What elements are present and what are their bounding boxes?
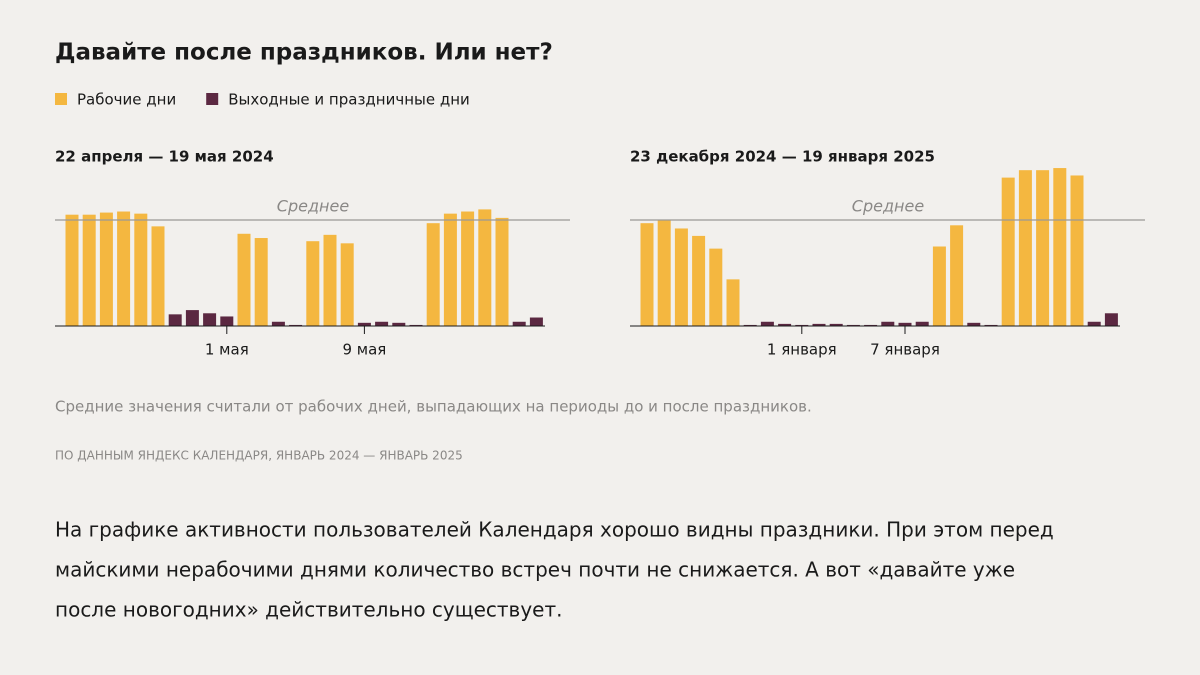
bar (529, 317, 543, 326)
bar (357, 322, 371, 326)
bar (915, 321, 929, 326)
bar (674, 228, 688, 326)
bar (323, 234, 337, 326)
chart-title: 22 апреля — 19 мая 2024 (55, 148, 274, 166)
bar (657, 220, 671, 326)
bar (478, 209, 492, 326)
bar (461, 211, 475, 326)
mean-label: Среднее (852, 197, 925, 216)
bar (392, 322, 406, 326)
x-tick-label: 1 мая (205, 341, 249, 359)
bar (306, 241, 320, 326)
bar (1087, 321, 1101, 326)
bar (151, 226, 165, 326)
bar (220, 316, 234, 326)
bar (1036, 170, 1050, 326)
bar (134, 213, 148, 326)
bar (185, 310, 199, 326)
legend-label: Выходные и праздничные дни (228, 91, 470, 109)
mean-label: Среднее (277, 197, 350, 216)
chart-title: 23 декабря 2024 — 19 января 2025 (630, 148, 935, 166)
bar (289, 324, 303, 326)
legend-label: Рабочие дни (77, 91, 176, 109)
page-title: Давайте после праздников. Или нет? (55, 40, 553, 66)
bar (1001, 177, 1015, 326)
bar (898, 322, 912, 326)
bar (409, 324, 423, 326)
body-text: майскими нерабочими днями количество вст… (55, 558, 1015, 582)
bar (271, 321, 285, 326)
source: ПО ДАННЫМ ЯНДЕКС КАЛЕНДАРЯ, ЯНВАРЬ 2024 … (55, 449, 463, 463)
bar (340, 243, 354, 326)
bar (1070, 175, 1084, 326)
legend-swatch (206, 93, 219, 105)
bar (512, 321, 526, 326)
bar (203, 313, 217, 326)
bar (864, 324, 878, 326)
bar (375, 321, 389, 326)
bar (932, 246, 946, 326)
bar (795, 324, 809, 326)
bar (495, 217, 509, 326)
body-text: На графике активности пользователей Кале… (55, 518, 1054, 542)
bar (692, 235, 706, 326)
bar (65, 214, 79, 326)
x-tick-label: 9 мая (342, 341, 386, 359)
bar (984, 324, 998, 326)
bar (237, 233, 251, 326)
legend-swatch (55, 93, 67, 105)
bar (881, 321, 895, 326)
bar (254, 238, 268, 326)
bar (1053, 168, 1067, 326)
bar (743, 324, 757, 326)
bar (426, 223, 440, 326)
bar (950, 225, 964, 326)
bar (99, 212, 113, 326)
bar (443, 213, 457, 326)
bar (117, 211, 131, 326)
bar (760, 321, 774, 326)
bar (1104, 313, 1118, 326)
bar (640, 223, 654, 326)
bar (726, 279, 740, 326)
body-text: после новогодних» действительно существу… (55, 598, 562, 622)
note: Средние значения считали от рабочих дней… (55, 398, 812, 416)
bar (82, 214, 96, 326)
bar (168, 314, 182, 326)
bar (812, 323, 826, 326)
bar (967, 322, 981, 326)
x-tick-label: 1 января (767, 341, 837, 359)
bar (778, 323, 792, 326)
bar (846, 324, 860, 326)
bar (1018, 170, 1032, 326)
bar (709, 248, 723, 326)
x-tick-label: 7 января (870, 341, 940, 359)
bar (829, 323, 843, 326)
